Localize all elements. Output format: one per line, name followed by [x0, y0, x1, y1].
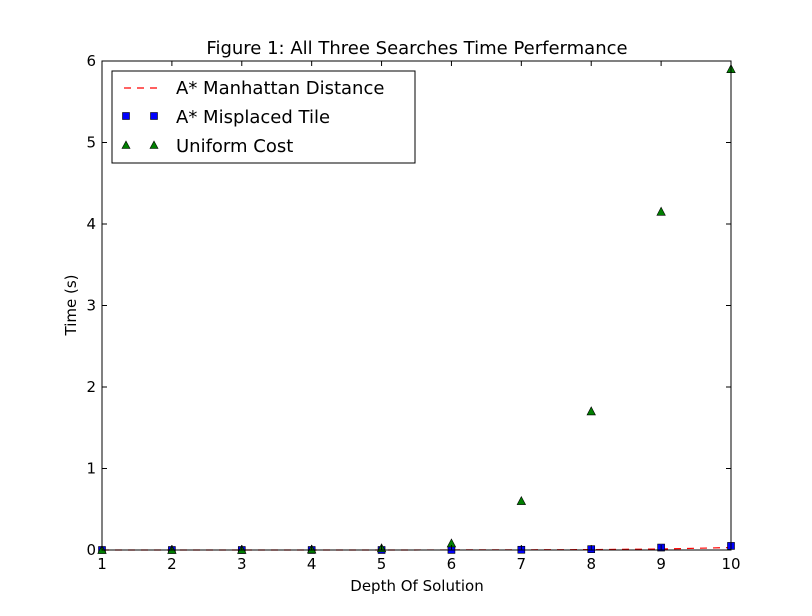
axes-frame	[101, 60, 732, 551]
y-tick-label: 6	[86, 52, 96, 70]
chart-title: Figure 1: All Three Searches Time Perfer…	[206, 38, 627, 59]
y-tick-label: 3	[86, 297, 96, 315]
legend-label-misplaced: A* Misplaced Tile	[176, 107, 330, 128]
y-tick-label: 2	[86, 378, 96, 396]
legend-label-manhattan: A* Manhattan Distance	[176, 78, 384, 99]
x-tick-label: 4	[307, 555, 317, 573]
legend-swatch-misplaced	[122, 112, 130, 120]
data-point-uniform-9	[656, 206, 666, 216]
x-tick-label: 2	[167, 555, 177, 573]
legend-box	[111, 70, 416, 164]
x-tick-label: 7	[517, 555, 527, 573]
x-tick-label: 8	[586, 555, 596, 573]
x-tick-label: 5	[377, 555, 387, 573]
x-tick-label: 1	[97, 555, 107, 573]
legend-swatch-uniform	[121, 140, 131, 149]
y-tick-label: 5	[86, 134, 96, 152]
data-point-uniform-7	[516, 495, 527, 505]
legend: A* Manhattan Distance A* Misplaced Tile …	[111, 70, 416, 164]
y-axis-label: Time (s)	[62, 275, 80, 337]
legend-swatch-misplaced-2	[150, 112, 158, 120]
data-point-uniform-8	[586, 406, 596, 416]
x-tick-label: 3	[237, 555, 247, 573]
x-tick-label: 9	[656, 555, 666, 573]
legend-label-uniform: Uniform Cost	[176, 136, 293, 157]
y-tick-label: 1	[86, 460, 96, 478]
y-tick-label: 0	[86, 541, 96, 559]
legend-swatch-uniform-2	[149, 140, 159, 149]
y-tick-label: 4	[86, 215, 96, 233]
x-axis-label: Depth Of Solution	[350, 577, 483, 595]
x-tick-label: 6	[447, 555, 457, 573]
x-tick-label: 10	[721, 555, 740, 573]
